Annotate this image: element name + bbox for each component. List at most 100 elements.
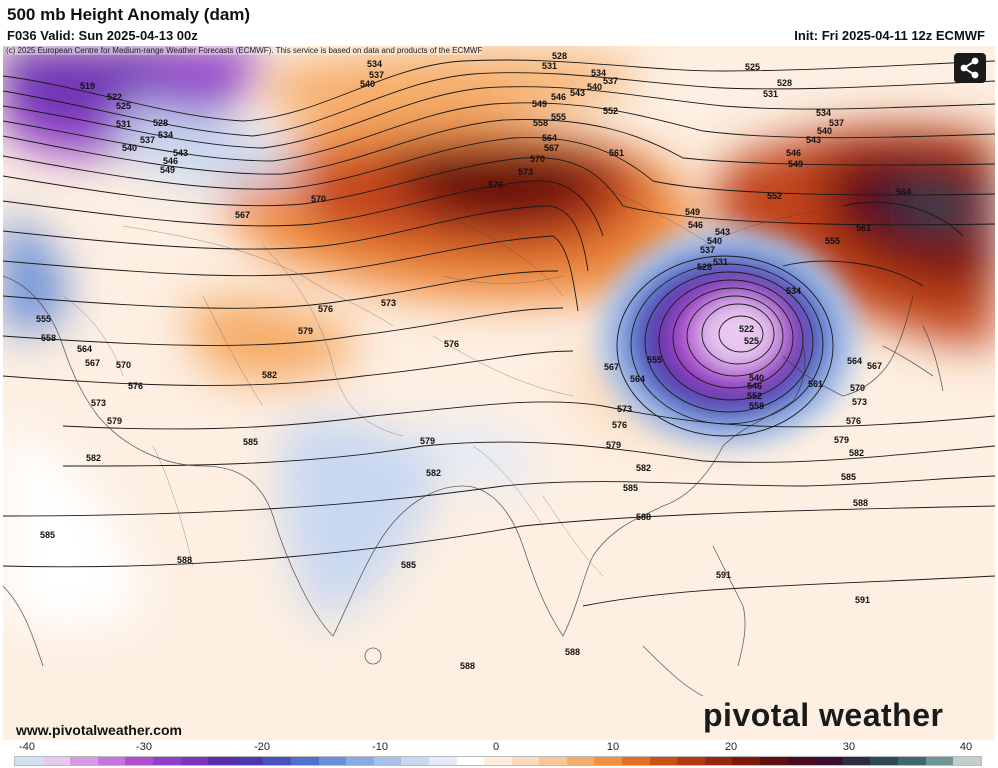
contour-label-540d: 540 [817, 126, 832, 136]
colorbar-swatch [318, 757, 347, 765]
colorbar-swatch [539, 757, 567, 765]
contour-label-579c: 579 [606, 440, 621, 450]
contour-label-546: 546 [163, 156, 178, 166]
contour-label-555c: 555 [647, 355, 662, 365]
contour-label-549: 549 [160, 165, 175, 175]
website-link[interactable]: www.pivotalweather.com [16, 722, 182, 738]
colorbar-swatch [649, 757, 678, 765]
contour-label-570c: 570 [311, 194, 326, 204]
contour-label-561: 561 [609, 148, 624, 158]
contour-label-537: 537 [140, 135, 155, 145]
colorbar-swatch [566, 757, 595, 765]
contour-label-543: 543 [173, 148, 188, 158]
colorbar-swatch [70, 757, 98, 765]
colorbar-swatch [732, 757, 761, 765]
contour-label-570d: 570 [116, 360, 131, 370]
colorbar-swatch [152, 757, 181, 765]
contour-label-558c: 558 [41, 333, 56, 343]
colorbar-tick-label: -20 [254, 741, 270, 753]
contour-label-564e: 564 [77, 344, 92, 354]
contour-label-582c: 582 [636, 463, 651, 473]
contour-label-576b: 576 [846, 416, 861, 426]
colorbar-swatch [401, 757, 429, 765]
contour-label-567d: 567 [235, 210, 250, 220]
contour-label-528: 528 [153, 118, 168, 128]
contour-label-585b: 585 [841, 472, 856, 482]
contour-label-564: 564 [542, 133, 557, 143]
map-title: 500 mb Height Anomaly (dam) [7, 5, 251, 24]
colorbar-swatch [953, 757, 981, 765]
share-button[interactable] [954, 53, 986, 83]
contour-label-543c: 543 [806, 135, 821, 145]
contour-label-525b: 525 [745, 62, 760, 72]
contour-label-531d: 531 [713, 257, 728, 267]
contour-label-558: 558 [533, 118, 548, 128]
contour-label-519: 519 [80, 81, 95, 91]
init-time: Init: Fri 2025-04-11 12z ECMWF [794, 28, 985, 43]
colorbar-swatch [97, 757, 126, 765]
contour-label-543b: 543 [570, 88, 585, 98]
contour-label-531b: 531 [542, 61, 557, 71]
contour-label-528d: 528 [697, 262, 712, 272]
contour-label-534b: 534 [367, 59, 382, 69]
colorbar-swatch [870, 757, 898, 765]
contour-label-564c: 564 [630, 374, 645, 384]
contour-label-579b: 579 [834, 435, 849, 445]
colorbar-swatch [594, 757, 623, 765]
coastlines [3, 275, 944, 697]
colorbar-swatch [704, 757, 733, 765]
contour-label-585f: 585 [40, 530, 55, 540]
contour-label-591b: 591 [855, 595, 870, 605]
colorbar-swatch [125, 757, 153, 765]
colorbar-swatch [428, 757, 457, 765]
contour-label-555d: 555 [36, 314, 51, 324]
contour-label-576f: 576 [128, 381, 143, 391]
contour-label-555: 555 [551, 112, 566, 122]
anomaly-field [3, 46, 995, 630]
contour-label-540f: 540 [749, 373, 764, 383]
contour-label-546e: 546 [747, 381, 762, 391]
contour-label-579e: 579 [420, 436, 435, 446]
contour-label-576d: 576 [318, 304, 333, 314]
contour-label-588e: 588 [565, 647, 580, 657]
contour-label-531: 531 [116, 119, 131, 129]
contour-label-537b: 537 [369, 70, 384, 80]
contour-label-582e: 582 [426, 468, 441, 478]
brand-logo: pivotal weather [703, 697, 944, 733]
contour-label-549d: 549 [685, 207, 700, 217]
colorbar: -40 -30 -20 -10 0 10 20 30 40 [14, 741, 982, 768]
contour-label-528b: 528 [552, 51, 567, 61]
colorbar-swatch [290, 757, 319, 765]
colorbar-tick-label: 20 [724, 741, 738, 753]
colorbar-swatch [346, 757, 374, 765]
contour-label-585e: 585 [401, 560, 416, 570]
contour-label-570: 570 [530, 154, 545, 164]
contour-label-537d: 537 [829, 118, 844, 128]
colorbar-swatch [622, 757, 650, 765]
colorbar-swatch [787, 757, 816, 765]
contour-label-573e: 573 [91, 398, 106, 408]
weather-map[interactable]: 519 522 525 531 528 534 537 540 543 546 … [3, 46, 995, 740]
colorbar-swatch [373, 757, 402, 765]
colorbar-swatch [484, 757, 512, 765]
contour-label-552b: 552 [767, 191, 782, 201]
colorbar-strip [14, 756, 982, 766]
valid-time: F036 Valid: Sun 2025-04-13 00z [7, 28, 198, 43]
colorbar-tick-label: 0 [492, 741, 500, 753]
colorbar-tick-label: 10 [606, 741, 620, 753]
contour-label-546c: 546 [786, 148, 801, 158]
contour-label-582b: 582 [849, 448, 864, 458]
colorbar-swatch [208, 757, 236, 765]
contour-label-540c: 540 [587, 82, 602, 92]
contour-label-576e: 576 [444, 339, 459, 349]
low-center [598, 228, 858, 448]
ecmwf-credit: (c) 2025 European Centre for Medium-rang… [6, 46, 483, 55]
contour-label-555b: 555 [825, 236, 840, 246]
colorbar-swatch [925, 757, 954, 765]
contour-label-564d: 564 [847, 356, 862, 366]
contour-label-525: 525 [116, 101, 131, 111]
contour-label-540b: 540 [360, 79, 375, 89]
contour-label-570b: 570 [850, 383, 865, 393]
contour-label-588f: 588 [177, 555, 192, 565]
contour-label-534c: 534 [591, 68, 606, 78]
